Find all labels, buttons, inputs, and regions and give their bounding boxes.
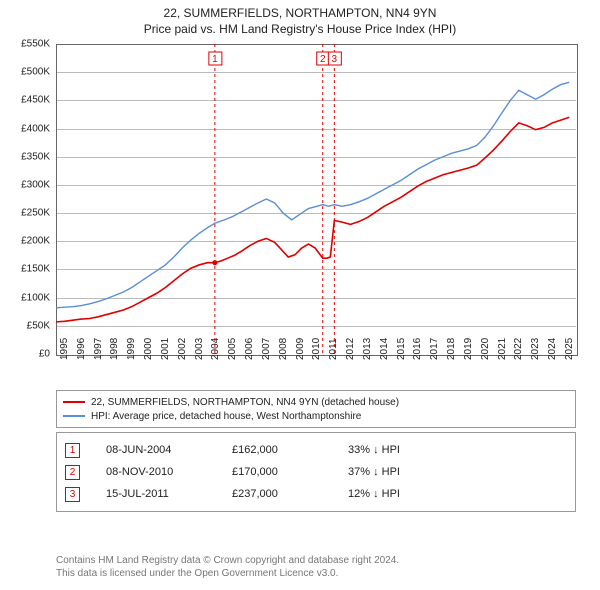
- sale-price-1: £162,000: [232, 444, 322, 456]
- y-tick-label: £450K: [0, 95, 50, 106]
- legend-row: 22, SUMMERFIELDS, NORTHAMPTON, NN4 9YN (…: [63, 395, 569, 409]
- x-tick-label: 2011: [328, 338, 339, 360]
- x-tick-label: 2017: [429, 338, 440, 360]
- series-price_paid: [56, 117, 569, 322]
- x-tick-label: 2006: [244, 338, 255, 360]
- y-tick-label: £50K: [0, 320, 50, 331]
- x-tick-label: 2012: [345, 338, 356, 360]
- x-tick-label: 1999: [126, 338, 137, 360]
- x-tick-label: 2009: [295, 338, 306, 360]
- x-tick-label: 2007: [261, 338, 272, 360]
- sale-marker-1: 1: [65, 443, 80, 458]
- y-tick-label: £250K: [0, 208, 50, 219]
- legend-label-2: HPI: Average price, detached house, West…: [91, 411, 361, 422]
- x-tick-label: 2020: [480, 338, 491, 360]
- x-tick-label: 2024: [547, 338, 558, 360]
- series-hpi: [56, 82, 569, 307]
- sale-row: 3 15-JUL-2011 £237,000 12% ↓ HPI: [65, 483, 567, 505]
- x-tick-label: 2002: [177, 338, 188, 360]
- y-tick-label: £200K: [0, 236, 50, 247]
- sale-pct-2: 37% ↓ HPI: [348, 466, 438, 478]
- y-tick-label: £550K: [0, 39, 50, 50]
- legend-row: HPI: Average price, detached house, West…: [63, 409, 569, 423]
- x-tick-label: 2004: [210, 338, 221, 360]
- x-tick-label: 2014: [379, 338, 390, 360]
- x-tick-label: 2015: [396, 338, 407, 360]
- x-tick-label: 2016: [412, 338, 423, 360]
- y-tick-label: £500K: [0, 67, 50, 78]
- sale-price-3: £237,000: [232, 488, 322, 500]
- x-tick-label: 2005: [227, 338, 238, 360]
- sale-row: 2 08-NOV-2010 £170,000 37% ↓ HPI: [65, 461, 567, 483]
- x-tick-label: 2010: [311, 338, 322, 360]
- plot-svg: 1 23: [56, 44, 576, 354]
- y-tick-label: £300K: [0, 179, 50, 190]
- x-tick-label: 2019: [463, 338, 474, 360]
- chart-container: { "title_line1": "22, SUMMERFIELDS, NORT…: [0, 0, 600, 590]
- svg-text:2: 2: [320, 54, 326, 65]
- x-tick-label: 2003: [194, 338, 205, 360]
- sale-row: 1 08-JUN-2004 £162,000 33% ↓ HPI: [65, 439, 567, 461]
- x-tick-label: 1996: [76, 338, 87, 360]
- x-tick-label: 2022: [513, 338, 524, 360]
- sale-date-3: 15-JUL-2011: [106, 488, 206, 500]
- footer-text: Contains HM Land Registry data © Crown c…: [56, 554, 576, 580]
- x-tick-label: 2023: [530, 338, 541, 360]
- legend-swatch-1: [63, 401, 85, 403]
- y-tick-label: £350K: [0, 151, 50, 162]
- chart-title-line2: Price paid vs. HM Land Registry's House …: [0, 22, 600, 38]
- svg-text:1: 1: [212, 54, 218, 65]
- footer-line2: This data is licensed under the Open Gov…: [56, 567, 576, 580]
- x-tick-label: 1997: [93, 338, 104, 360]
- sale-pct-1: 33% ↓ HPI: [348, 444, 438, 456]
- y-tick-label: £150K: [0, 264, 50, 275]
- y-tick-label: £0: [0, 349, 50, 360]
- sale-pct-3: 12% ↓ HPI: [348, 488, 438, 500]
- x-tick-label: 2025: [564, 338, 575, 360]
- legend-label-1: 22, SUMMERFIELDS, NORTHAMPTON, NN4 9YN (…: [91, 397, 399, 408]
- x-tick-label: 2008: [278, 338, 289, 360]
- x-tick-label: 2013: [362, 338, 373, 360]
- x-tick-label: 1998: [109, 338, 120, 360]
- x-tick-label: 2000: [143, 338, 154, 360]
- legend-swatch-2: [63, 415, 85, 417]
- x-tick-label: 2021: [497, 338, 508, 360]
- svg-text:3: 3: [332, 54, 338, 65]
- x-tick-label: 2018: [446, 338, 457, 360]
- y-tick-label: £400K: [0, 123, 50, 134]
- sale-date-2: 08-NOV-2010: [106, 466, 206, 478]
- sale-marker-2: 2: [65, 465, 80, 480]
- sales-table: 1 08-JUN-2004 £162,000 33% ↓ HPI 2 08-NO…: [56, 432, 576, 512]
- chart-title-line1: 22, SUMMERFIELDS, NORTHAMPTON, NN4 9YN: [0, 0, 600, 22]
- x-tick-label: 1995: [59, 338, 70, 360]
- x-tick-label: 2001: [160, 338, 171, 360]
- legend-box: 22, SUMMERFIELDS, NORTHAMPTON, NN4 9YN (…: [56, 390, 576, 428]
- sale-price-2: £170,000: [232, 466, 322, 478]
- sale-date-1: 08-JUN-2004: [106, 444, 206, 456]
- y-tick-label: £100K: [0, 292, 50, 303]
- sale-marker-3: 3: [65, 487, 80, 502]
- footer-line1: Contains HM Land Registry data © Crown c…: [56, 554, 576, 567]
